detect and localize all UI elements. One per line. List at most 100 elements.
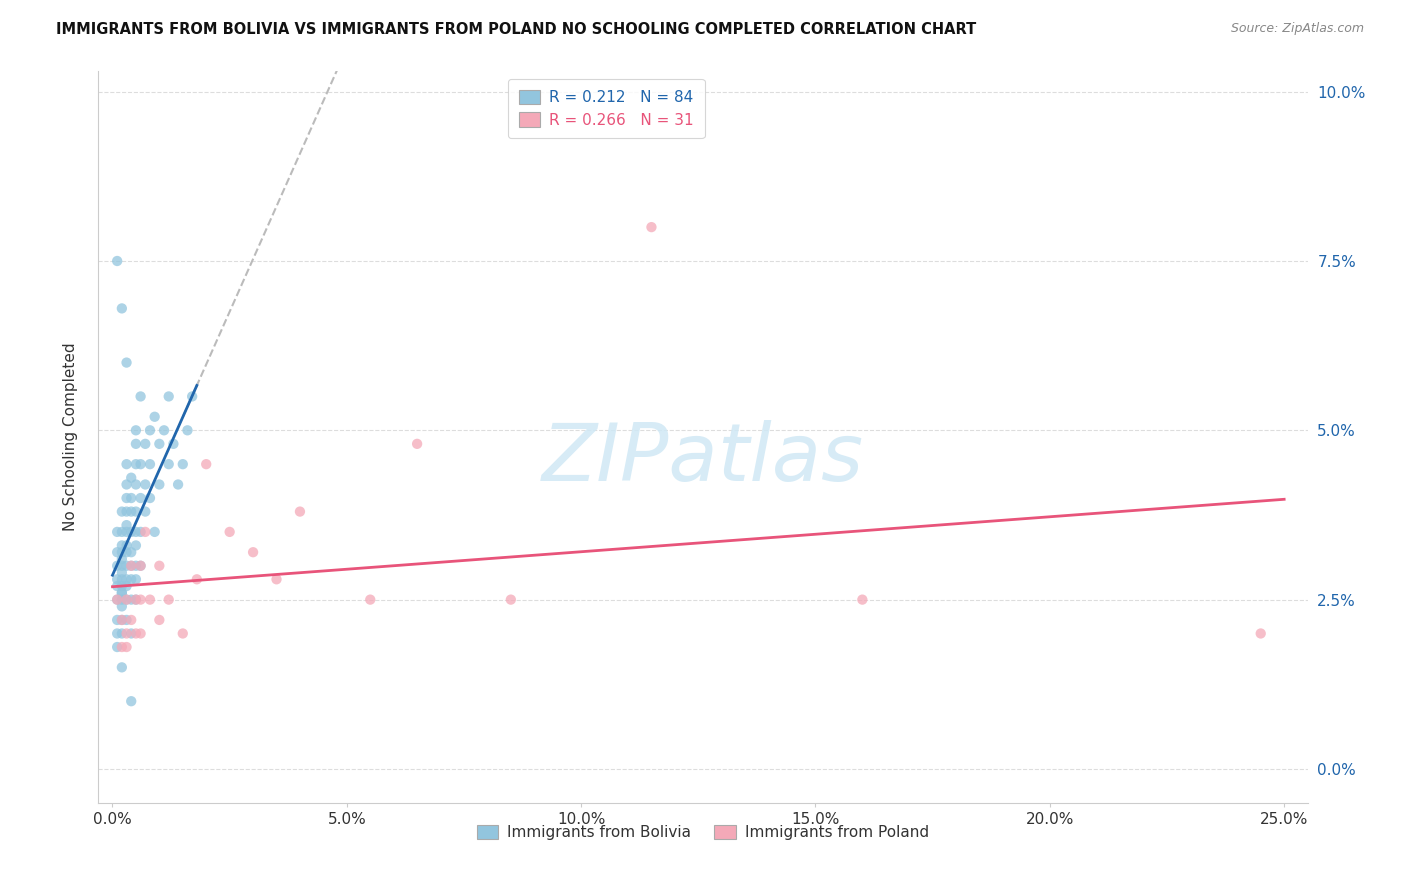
- Point: [125, 572, 148, 586]
- Point: [105, 545, 128, 559]
- Point: [120, 626, 142, 640]
- Point: [111, 538, 134, 552]
- Point: [143, 524, 166, 539]
- Point: [148, 477, 170, 491]
- Point: [181, 389, 204, 403]
- Point: [640, 220, 662, 235]
- Point: [115, 524, 138, 539]
- Point: [105, 592, 128, 607]
- Point: [125, 423, 148, 437]
- Point: [105, 640, 128, 654]
- Point: [157, 389, 180, 403]
- Point: [125, 538, 148, 552]
- Point: [266, 572, 288, 586]
- Point: [162, 437, 184, 451]
- Text: ZIPatlas: ZIPatlas: [541, 420, 865, 498]
- Point: [129, 491, 152, 505]
- Point: [139, 457, 162, 471]
- Point: [115, 640, 138, 654]
- Point: [105, 254, 128, 268]
- Point: [111, 579, 134, 593]
- Point: [120, 505, 142, 519]
- Point: [115, 477, 138, 491]
- Point: [111, 613, 134, 627]
- Point: [129, 457, 152, 471]
- Point: [359, 592, 381, 607]
- Point: [499, 592, 522, 607]
- Point: [139, 592, 162, 607]
- Text: Source: ZipAtlas.com: Source: ZipAtlas.com: [1230, 22, 1364, 36]
- Point: [115, 491, 138, 505]
- Point: [1250, 626, 1272, 640]
- Point: [111, 524, 134, 539]
- Point: [115, 518, 138, 533]
- Point: [120, 545, 142, 559]
- Point: [125, 457, 148, 471]
- Y-axis label: No Schooling Completed: No Schooling Completed: [63, 343, 77, 532]
- Point: [125, 505, 148, 519]
- Point: [134, 477, 156, 491]
- Point: [242, 545, 264, 559]
- Point: [111, 301, 134, 316]
- Point: [115, 579, 138, 593]
- Point: [111, 613, 134, 627]
- Point: [153, 423, 176, 437]
- Point: [111, 592, 134, 607]
- Point: [105, 572, 128, 586]
- Point: [176, 423, 198, 437]
- Point: [167, 477, 190, 491]
- Point: [218, 524, 240, 539]
- Point: [115, 572, 138, 586]
- Point: [105, 592, 128, 607]
- Point: [172, 626, 194, 640]
- Point: [195, 457, 218, 471]
- Point: [105, 558, 128, 573]
- Point: [115, 626, 138, 640]
- Point: [115, 592, 138, 607]
- Point: [115, 457, 138, 471]
- Point: [288, 505, 311, 519]
- Point: [111, 626, 134, 640]
- Point: [120, 558, 142, 573]
- Point: [115, 355, 138, 369]
- Point: [120, 694, 142, 708]
- Point: [148, 558, 170, 573]
- Point: [105, 613, 128, 627]
- Point: [111, 572, 134, 586]
- Point: [139, 423, 162, 437]
- Point: [125, 592, 148, 607]
- Point: [406, 437, 429, 451]
- Point: [111, 552, 134, 566]
- Point: [111, 545, 134, 559]
- Point: [105, 579, 128, 593]
- Point: [120, 491, 142, 505]
- Point: [111, 566, 134, 580]
- Point: [115, 538, 138, 552]
- Point: [115, 592, 138, 607]
- Point: [120, 471, 142, 485]
- Point: [186, 572, 208, 586]
- Point: [134, 437, 156, 451]
- Point: [125, 437, 148, 451]
- Point: [111, 586, 134, 600]
- Point: [125, 524, 148, 539]
- Point: [125, 626, 148, 640]
- Point: [157, 592, 180, 607]
- Point: [139, 491, 162, 505]
- Point: [172, 457, 194, 471]
- Point: [120, 524, 142, 539]
- Point: [115, 545, 138, 559]
- Point: [111, 640, 134, 654]
- Legend: Immigrants from Bolivia, Immigrants from Poland: Immigrants from Bolivia, Immigrants from…: [471, 819, 935, 847]
- Point: [148, 437, 170, 451]
- Point: [125, 558, 148, 573]
- Point: [129, 389, 152, 403]
- Point: [129, 524, 152, 539]
- Point: [134, 524, 156, 539]
- Point: [851, 592, 873, 607]
- Point: [120, 613, 142, 627]
- Point: [111, 586, 134, 600]
- Point: [129, 592, 152, 607]
- Point: [111, 660, 134, 674]
- Point: [143, 409, 166, 424]
